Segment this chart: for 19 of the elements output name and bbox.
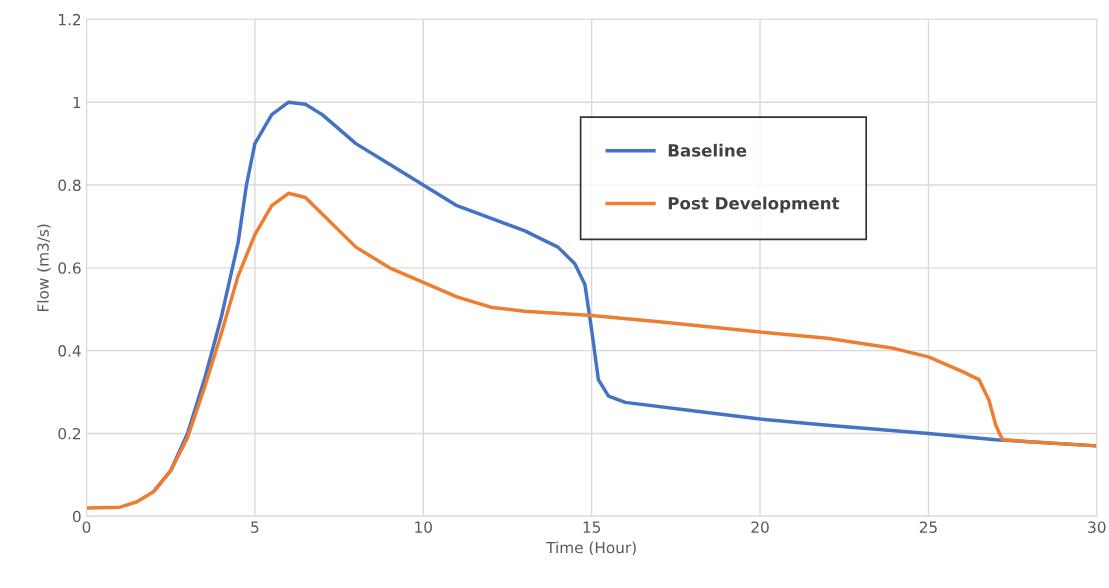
x-tick-label: 30 [1088,521,1106,533]
line-series [86,191,1097,510]
x-tick-label: 15 [583,521,601,533]
y-tick-label: 0.2 [58,427,81,440]
y-tick-label: 1 [73,96,81,109]
x-tick-label: 0 [82,521,91,533]
legend-label: Post Development [668,196,840,213]
y-tick-label: 0 [72,510,81,523]
y-axis-title: Flow (m3/s) [37,224,51,312]
x-tick-label: 10 [415,521,432,533]
x-axis-title: Time (Hour) [546,541,636,556]
x-tick-label: 25 [919,521,937,533]
legend-label: Baseline [668,143,747,157]
y-tick-label: 0.6 [58,262,81,274]
x-tick-label: 5 [251,521,259,533]
y-tick-label: 0.8 [58,179,81,192]
y-tick-label: 0.4 [58,345,81,357]
x-tick-label: 20 [751,521,769,533]
y-tick-label: 1.2 [59,13,81,26]
